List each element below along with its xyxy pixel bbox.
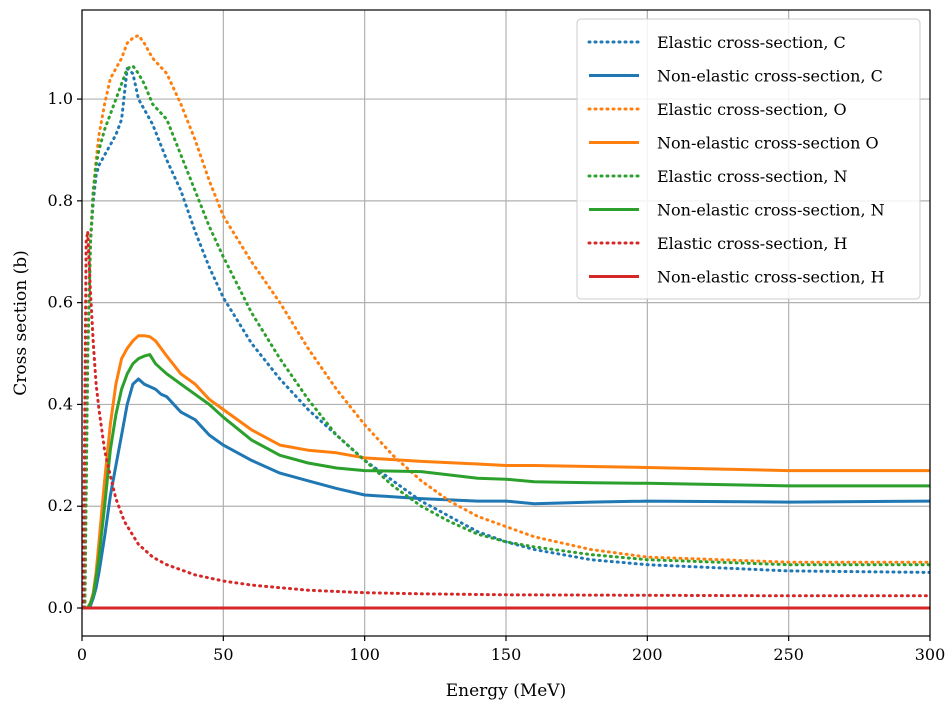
legend-label: Elastic cross-section, O [657,100,847,119]
series-line-5 [86,353,930,609]
series-line-0 [83,67,930,610]
y-tick-label: 0.4 [48,394,73,413]
y-tick-label: 0.8 [48,191,73,210]
series-line-2 [83,33,930,610]
x-axis-label: Energy (MeV) [446,681,566,701]
legend-label: Elastic cross-section, H [657,234,848,253]
x-tick-label: 300 [915,645,946,664]
axis-ticks: 0 50 100 150 200 250 300 0.0 0.2 0.4 0.6 0.8 1.0 [48,89,946,664]
series-lines [82,33,930,610]
x-tick-label: 200 [632,645,663,664]
series-line-4 [83,64,930,610]
legend-label: Elastic cross-section, C [657,33,846,52]
x-tick-label: 250 [773,645,804,664]
series-line-1 [86,377,930,610]
legend-label: Non-elastic cross-section, C [657,67,883,86]
series-line-3 [86,334,930,609]
legend-label: Non-elastic cross-section O [657,134,879,153]
y-tick-label: 0.6 [48,293,73,312]
x-tick-label: 150 [491,645,522,664]
legend-box [576,18,921,300]
x-tick-label: 0 [77,645,87,664]
legend-label: Non-elastic cross-section, H [657,268,885,287]
y-axis-label: Cross section (b) [11,250,31,396]
y-tick-label: 0.0 [48,598,73,617]
legend-label: Elastic cross-section, N [657,167,848,186]
x-tick-label: 50 [213,645,233,664]
legend: Elastic cross-section, C Non-elastic cros… [576,18,921,300]
x-tick-label: 100 [349,645,380,664]
y-tick-label: 1.0 [48,89,73,108]
series-line-6 [82,229,930,610]
y-tick-label: 0.2 [48,496,73,515]
legend-label: Non-elastic cross-section, N [657,201,885,220]
